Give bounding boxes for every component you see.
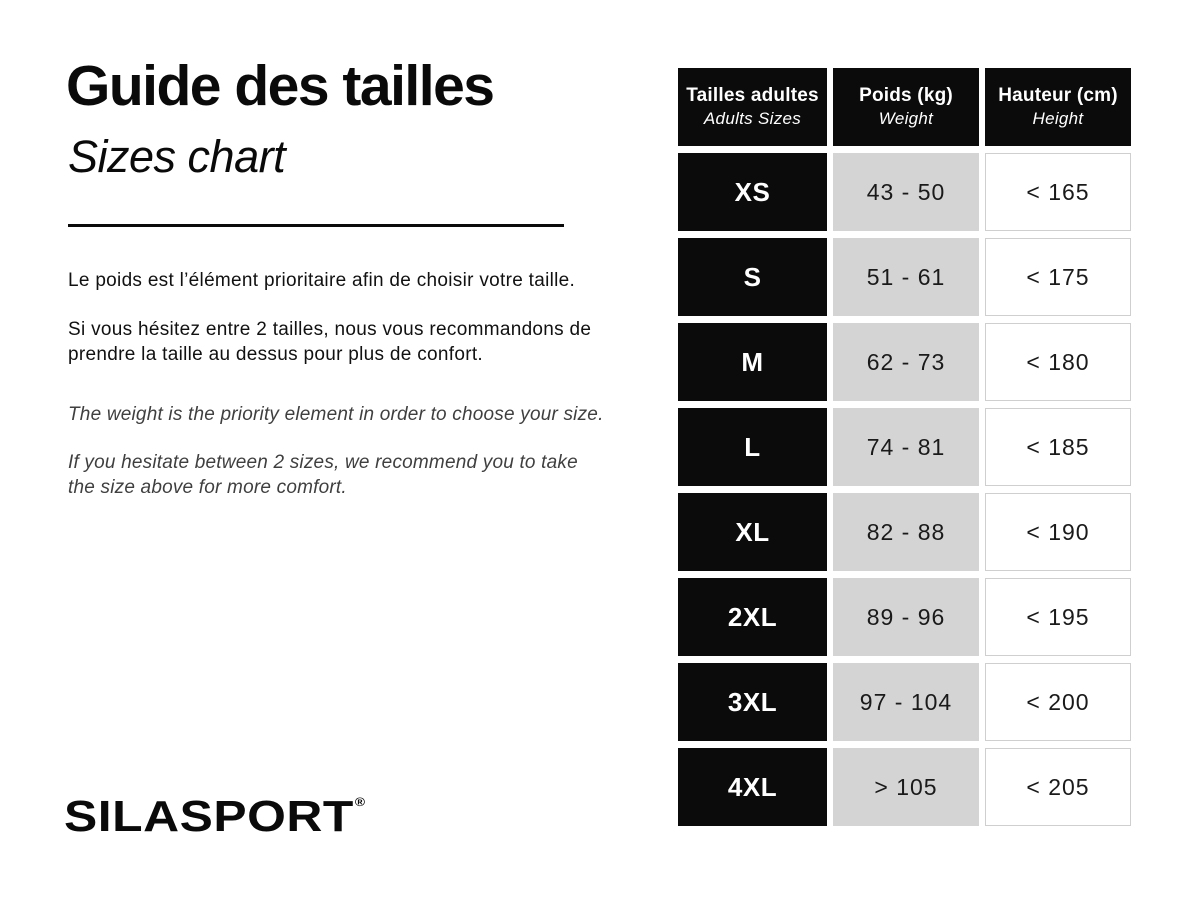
column-header-weight-en: Weight	[878, 109, 934, 129]
intro-english-line1: The weight is the priority element in or…	[68, 404, 604, 425]
weight-cell-l: 74 - 81	[833, 408, 979, 486]
size-cell-3xl: 3XL	[678, 663, 827, 741]
size-cell-s: S	[678, 238, 827, 316]
height-cell-3xl: < 200	[985, 663, 1131, 741]
column-header-height-fr: Hauteur (cm)	[998, 84, 1118, 106]
height-cell-2xl: < 195	[985, 578, 1131, 656]
size-cell-xl: XL	[678, 493, 827, 571]
brand-logo-text: SILASPORT	[64, 791, 354, 840]
weight-cell-m: 62 - 73	[833, 323, 979, 401]
size-cell-m: M	[678, 323, 827, 401]
intro-french-line2: Si vous hésitez entre 2 tailles, nous vo…	[68, 319, 592, 365]
height-cell-m: < 180	[985, 323, 1131, 401]
page-subtitle: Sizes chart	[68, 131, 286, 182]
column-header-height-en: Height	[1032, 109, 1084, 129]
weight-cell-xl: 82 - 88	[833, 493, 979, 571]
registered-trademark-icon: ®	[354, 794, 366, 809]
intro-french-line1: Le poids est l’élément prioritaire afin …	[68, 270, 576, 291]
height-cell-s: < 175	[985, 238, 1131, 316]
column-header-sizes: Tailles adultes Adults Sizes	[678, 68, 827, 146]
height-cell-4xl: < 205	[985, 748, 1131, 826]
page-title: Guide des tailles	[66, 54, 495, 118]
size-table: Tailles adultes Adults Sizes Poids (kg) …	[678, 68, 1131, 826]
divider	[68, 224, 564, 227]
height-cell-l: < 185	[985, 408, 1131, 486]
column-header-weight: Poids (kg) Weight	[833, 68, 979, 146]
column-header-height: Hauteur (cm) Height	[985, 68, 1131, 146]
column-header-sizes-en: Adults Sizes	[703, 109, 802, 129]
weight-cell-s: 51 - 61	[833, 238, 979, 316]
weight-cell-3xl: 97 - 104	[833, 663, 979, 741]
size-cell-xs: XS	[678, 153, 827, 231]
weight-cell-4xl: > 105	[833, 748, 979, 826]
height-cell-xs: < 165	[985, 153, 1131, 231]
size-cell-4xl: 4XL	[678, 748, 827, 826]
size-cell-2xl: 2XL	[678, 578, 827, 656]
weight-cell-2xl: 89 - 96	[833, 578, 979, 656]
brand-logo: SILASPORT®	[64, 794, 365, 837]
column-header-sizes-fr: Tailles adultes	[686, 84, 819, 106]
intro-english-line2: If you hesitate between 2 sizes, we reco…	[68, 452, 578, 498]
weight-cell-xs: 43 - 50	[833, 153, 979, 231]
size-cell-l: L	[678, 408, 827, 486]
column-header-weight-fr: Poids (kg)	[859, 84, 953, 106]
height-cell-xl: < 190	[985, 493, 1131, 571]
